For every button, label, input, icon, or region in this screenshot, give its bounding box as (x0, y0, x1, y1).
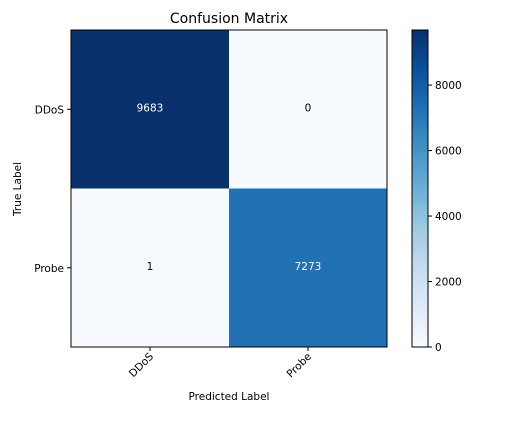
y-tick-label: DDoS (35, 104, 65, 116)
cell-value-label: 7273 (295, 261, 322, 273)
colorbar-tick-label: 2000 (435, 277, 462, 289)
y-axis-ticks: DDoS Probe (34, 104, 71, 275)
x-tick-label: DDoS (127, 350, 156, 379)
cell-value-label: 9683 (137, 102, 164, 114)
colorbar (412, 30, 428, 347)
chart-title: Confusion Matrix (170, 11, 288, 27)
cell-value-label: 1 (147, 261, 154, 273)
colorbar-tick-label: 8000 (435, 80, 462, 92)
x-tick-label: Probe (285, 351, 315, 381)
x-axis-label: Predicted Label (189, 391, 270, 403)
colorbar-tick-label: 6000 (435, 146, 462, 158)
colorbar-tick-label: 0 (435, 342, 442, 354)
x-axis-ticks: DDoS Probe (127, 347, 314, 380)
colorbar-tick-label: 4000 (435, 211, 462, 223)
cell-value-label: 0 (305, 102, 312, 114)
y-axis-label: True Label (12, 162, 24, 217)
colorbar-ticks: 0 2000 4000 6000 8000 (428, 80, 462, 354)
y-tick-label: Probe (34, 263, 64, 275)
heatmap-cells: 9683 0 1 7273 (71, 30, 387, 347)
